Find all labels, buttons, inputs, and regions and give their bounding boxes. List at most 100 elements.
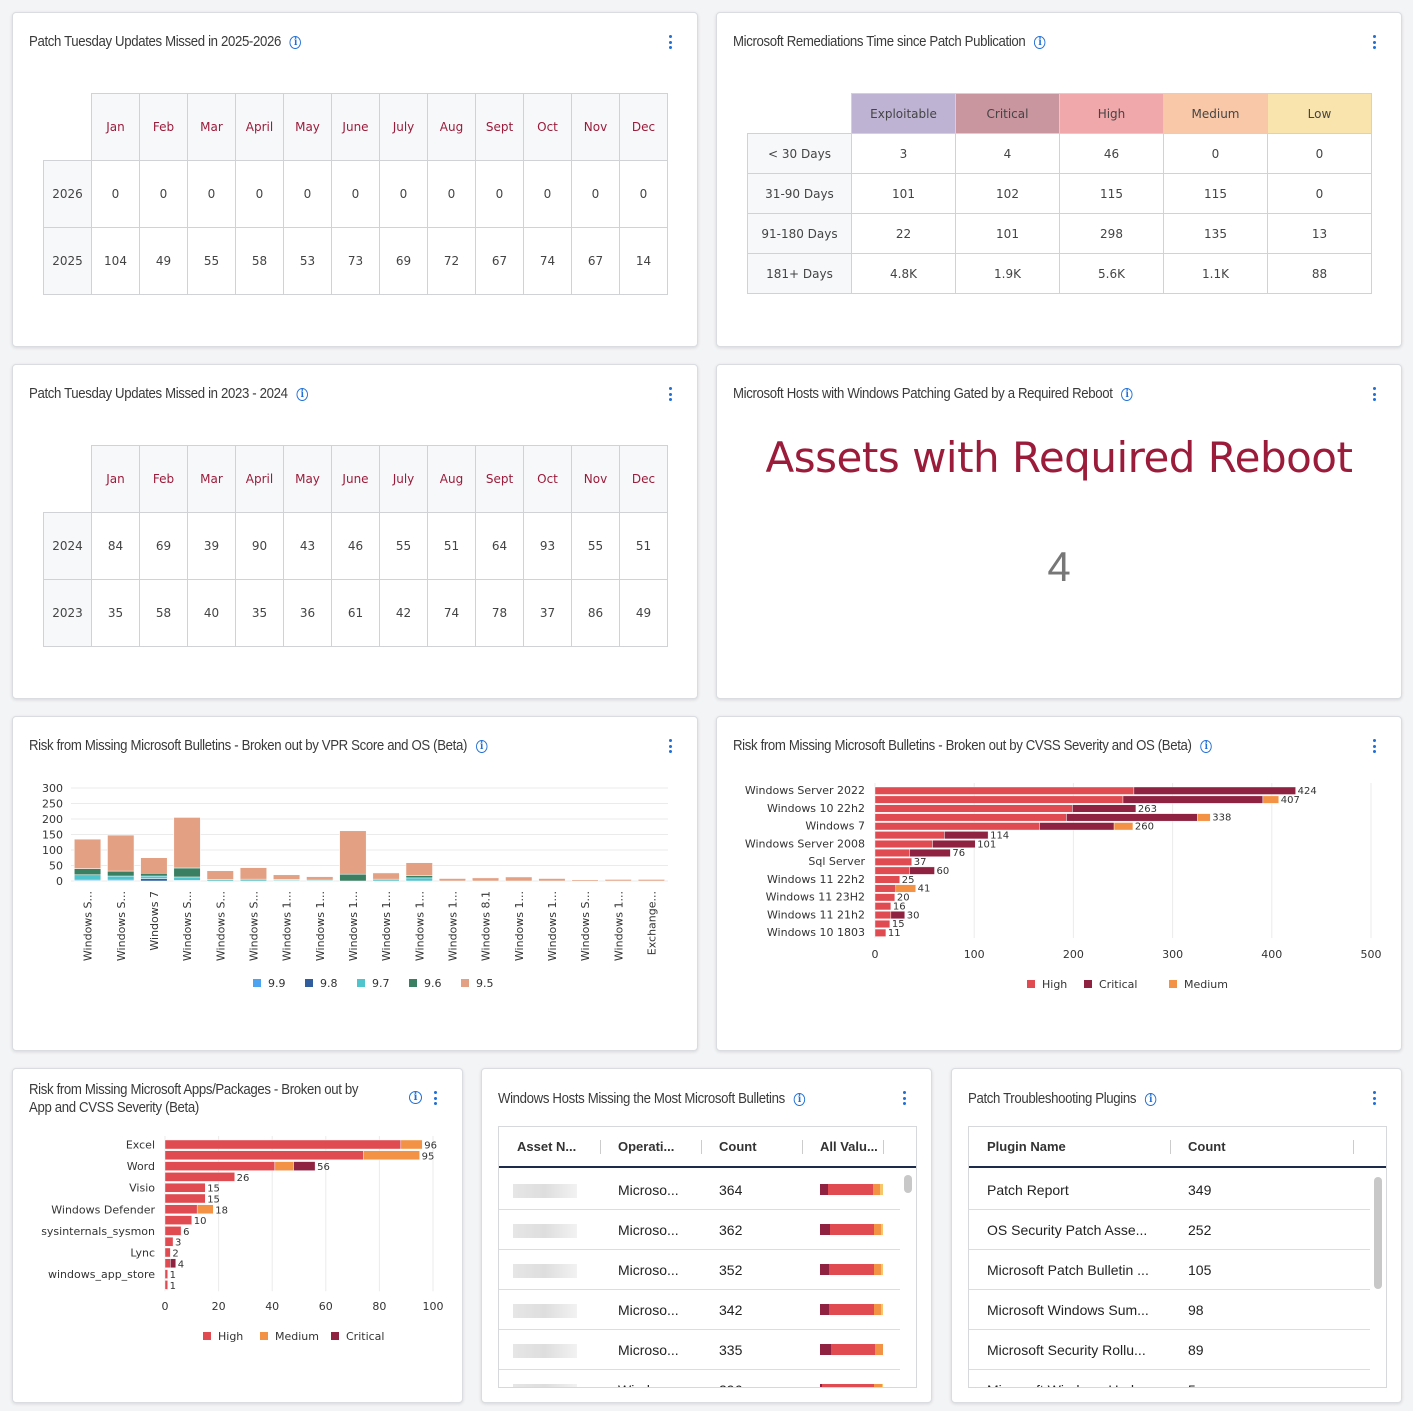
legend-label[interactable]: Critical [346,1330,384,1343]
bar-segment-high[interactable] [164,1236,174,1247]
bar-segment-9.6[interactable] [74,868,102,876]
bar-segment-9.5[interactable] [273,874,301,880]
count-cell[interactable]: 0 [523,160,572,228]
legend-label[interactable]: High [218,1330,243,1343]
count-cell[interactable]: 1.9K [955,253,1060,294]
count-cell[interactable]: 1.1K [1163,253,1268,294]
count-cell[interactable]: 84 [91,512,140,580]
bar-segment-high[interactable] [874,866,910,875]
plugin-name-cell[interactable]: Microsoft Windows Upd... [987,1382,1146,1387]
legend-label[interactable]: 9.8 [320,977,338,990]
info-circle-icon[interactable]: i [1200,739,1212,753]
bar-segment-9.6[interactable] [107,870,135,877]
bar-segment-medium[interactable] [196,1204,214,1215]
legend-swatch[interactable] [253,979,261,987]
legend-label[interactable]: 9.6 [424,977,442,990]
bar-segment-9.7[interactable] [173,876,201,881]
legend-swatch[interactable] [409,979,417,987]
bar-segment-critical[interactable] [890,911,905,920]
bar-segment-9.5[interactable] [74,838,102,869]
count-cell[interactable]: 0 [427,160,476,228]
bar-segment-critical[interactable] [170,1258,176,1269]
column-header[interactable]: Plugin Name [987,1139,1066,1154]
bar-segment-high[interactable] [164,1215,192,1225]
plugin-name-cell[interactable]: Microsoft Windows Sum... [987,1302,1149,1318]
count-cell[interactable]: 0 [571,160,620,228]
bar-segment-9.6[interactable] [140,873,168,877]
bar-segment-critical[interactable] [909,848,951,857]
column-header[interactable]: Asset N... [517,1139,577,1154]
count-cell[interactable]: 0 [475,160,524,228]
legend-swatch[interactable] [461,979,469,987]
info-circle-icon[interactable]: i [793,1092,806,1106]
legend-label[interactable]: Medium [275,1330,319,1343]
count-cell[interactable]: 0 [187,160,236,228]
table-row[interactable]: Microsoft Security Rollu... 89 [969,1330,1370,1370]
bar-segment-9.5[interactable] [173,817,201,869]
bar-segment-high[interactable] [874,804,1073,813]
count-cell[interactable]: 115 [1059,173,1164,214]
severity-bar[interactable] [820,1304,883,1315]
count-cell[interactable]: 101 [851,173,956,214]
table-row[interactable]: Microso... 362 [499,1210,900,1250]
bar-segment-high[interactable] [874,848,910,857]
severity-bar[interactable] [820,1224,883,1235]
legend-swatch[interactable] [203,1332,211,1340]
count-cell[interactable]: 88 [1267,253,1372,294]
bar-segment-9.7[interactable] [140,875,168,879]
bar-segment-9.6[interactable] [339,873,367,882]
plugin-name-cell[interactable]: Patch Report [987,1182,1069,1198]
legend-label[interactable]: High [1042,978,1067,991]
bar-segment-medium[interactable] [400,1139,423,1150]
count-cell[interactable]: 0 [1163,133,1268,174]
column-header[interactable]: Count [719,1139,757,1154]
info-circle-icon[interactable]: i [296,387,308,401]
bar-segment-critical[interactable] [1072,804,1137,813]
legend-swatch[interactable] [1027,980,1035,988]
bar-segment-9.5[interactable] [637,879,665,882]
count-cell[interactable]: 42 [379,579,428,647]
bar-segment-high[interactable] [164,1161,276,1171]
count-cell[interactable]: 90 [235,512,284,580]
bar-segment-high[interactable] [874,919,891,928]
count-cell[interactable]: 102 [955,173,1060,214]
bar-segment-critical[interactable] [1133,786,1296,795]
column-resize-handle[interactable] [883,1140,884,1154]
bar-segment-9.5[interactable] [372,872,400,880]
count-cell[interactable]: 43 [283,512,332,580]
kebab-menu-icon[interactable] [1371,739,1377,753]
column-header[interactable]: Count [1188,1139,1226,1154]
bar-segment-critical[interactable] [1039,822,1115,831]
bar-segment-high[interactable] [164,1258,171,1269]
table-row[interactable]: Microso... 335 [499,1330,900,1370]
count-cell[interactable]: 0 [235,160,284,228]
bar-segment-9.8[interactable] [140,878,168,882]
column-resize-handle[interactable] [1170,1140,1171,1154]
bar-segment-high[interactable] [874,928,887,937]
severity-bar[interactable] [820,1264,883,1275]
legend-label[interactable]: Medium [1184,978,1228,991]
count-cell[interactable]: 0 [331,160,380,228]
legend-swatch[interactable] [1169,980,1177,988]
bar-segment-high[interactable] [874,813,1067,822]
table-row[interactable]: Patch Report 349 [969,1170,1370,1210]
count-cell[interactable]: 13 [1267,213,1372,254]
table-row[interactable]: Window... 296 [499,1370,900,1387]
bar-segment-high[interactable] [874,786,1135,795]
kebab-menu-icon[interactable] [667,387,673,401]
bar-segment-9.5[interactable] [107,834,135,872]
bar-segment-high[interactable] [164,1172,235,1182]
count-cell[interactable]: 0 [379,160,428,228]
count-cell[interactable]: 135 [1163,213,1268,254]
count-cell[interactable]: 78 [475,579,524,647]
bar-segment-high[interactable] [164,1247,171,1258]
plugin-name-cell[interactable]: Microsoft Security Rollu... [987,1342,1146,1358]
count-cell[interactable]: 39 [187,512,236,580]
count-cell[interactable]: 51 [619,512,668,580]
count-cell[interactable]: 14 [619,227,668,295]
count-cell[interactable]: 55 [187,227,236,295]
legend-label[interactable]: 9.7 [372,977,390,990]
bar-segment-9.7[interactable] [405,877,433,882]
bar-segment-high[interactable] [164,1193,206,1204]
bar-segment-9.7[interactable] [372,878,400,882]
